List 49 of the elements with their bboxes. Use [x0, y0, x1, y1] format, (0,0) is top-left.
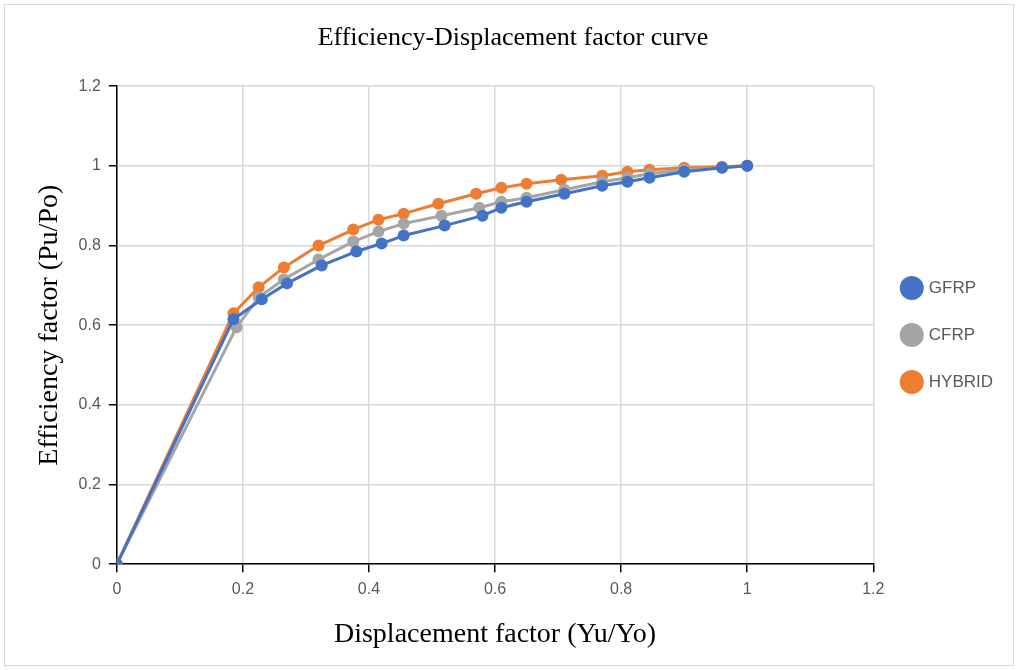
point: [520, 177, 533, 190]
point: [397, 217, 410, 230]
point: [350, 245, 363, 258]
x-axis-title: Displacement factor (Yu/Yo): [333, 616, 657, 648]
point: [520, 195, 533, 208]
point: [495, 201, 508, 214]
y-tick-label: 0.2: [78, 474, 101, 492]
y-tick-label: 1.2: [78, 76, 101, 94]
point: [596, 179, 609, 192]
point: [347, 235, 360, 248]
y-tick-label: 0.4: [78, 395, 101, 413]
y-tick-label: 0: [91, 554, 101, 572]
point: [476, 209, 489, 222]
legend-label: HYBRID: [928, 371, 993, 391]
point: [397, 229, 410, 242]
point: [252, 281, 265, 294]
point: [470, 187, 483, 200]
x-tick-label: 0: [112, 580, 122, 598]
point: [432, 197, 445, 210]
x-tick-label: 0.4: [357, 580, 381, 598]
x-tick-label: 1.2: [862, 580, 885, 598]
y-axis-title: Efficiency factor (Pu/Po): [32, 184, 64, 466]
point: [315, 259, 328, 272]
point: [435, 209, 448, 222]
x-tick-label: 0.6: [483, 580, 507, 598]
point: [312, 239, 325, 252]
y-tick-label: 0.8: [78, 235, 101, 253]
x-tick-label: 1: [742, 580, 752, 598]
legend-label: GFRP: [928, 277, 976, 297]
point: [558, 187, 571, 200]
point: [555, 173, 568, 186]
y-tick-label: 1: [91, 156, 101, 174]
point: [621, 175, 634, 188]
x-tick-label: 0.2: [231, 580, 255, 598]
point: [372, 213, 385, 226]
point: [495, 181, 508, 194]
point: [438, 219, 451, 232]
point: [281, 277, 294, 290]
point: [277, 261, 290, 274]
point: [347, 223, 360, 236]
y-tick-label: 0.6: [78, 315, 101, 333]
point: [375, 237, 388, 250]
point: [643, 171, 656, 184]
point: [397, 207, 410, 220]
x-tick-label: 0.8: [610, 580, 633, 598]
point: [372, 225, 385, 238]
chart-title: Efficiency-Displacement factor curve: [317, 22, 709, 52]
point: [227, 313, 240, 326]
legend-label: CFRP: [928, 324, 976, 344]
